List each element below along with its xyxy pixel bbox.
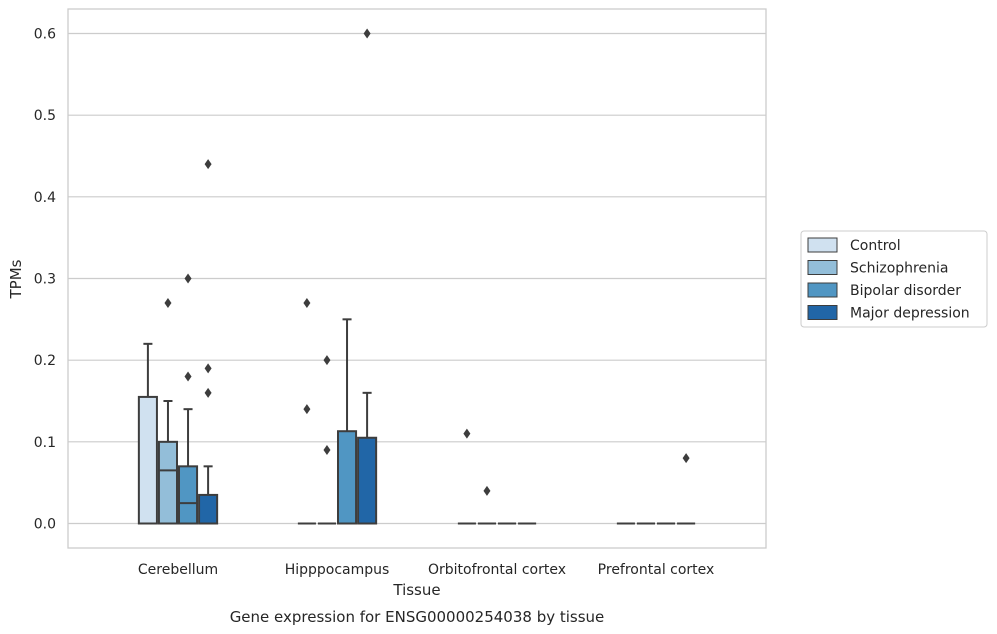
box-major-depression (357, 28, 378, 525)
outlier-point (323, 355, 331, 366)
y-tick-label: 0.1 (34, 435, 56, 451)
box-control (457, 428, 476, 525)
legend-swatch (807, 237, 838, 253)
x-tick-label: Orbitofrontal cortex (428, 562, 566, 578)
legend-label: Bipolar disorder (850, 283, 961, 299)
boxes-layer (137, 28, 696, 525)
chart-title: Gene expression for ENSG00000254038 by t… (230, 608, 605, 626)
outlier-point (483, 485, 491, 496)
outlier-point (682, 453, 690, 464)
outlier-point (303, 404, 311, 415)
legend-frame (800, 230, 988, 328)
box-body (157, 440, 178, 525)
y-tick-label: 0.3 (34, 272, 56, 288)
outlier-point (184, 273, 192, 284)
box-body (137, 395, 158, 525)
box-schizophrenia (157, 298, 178, 525)
box-schizophrenia (477, 485, 496, 525)
box-major-depression (198, 159, 219, 525)
x-tick-label: Hipppocampus (285, 562, 390, 578)
y-tick-label: 0.2 (34, 353, 56, 369)
box-bipolar-disorder (178, 273, 199, 525)
outlier-point (323, 445, 331, 455)
y-tick-label: 0.5 (34, 108, 56, 124)
y-axis-label: TPMs (7, 259, 25, 299)
outlier-point (184, 371, 192, 382)
box-body (198, 493, 219, 525)
y-axis-ticks: 0.0 0.1 0.2 0.3 0.4 0.5 0.6 (34, 27, 56, 533)
legend-swatch (807, 282, 838, 298)
outlier-point (164, 298, 172, 308)
box-bipolar-disorder (337, 318, 358, 525)
y-tick-label: 0.0 (34, 517, 56, 533)
box-schizophrenia (317, 355, 336, 525)
legend-swatch (807, 305, 838, 320)
box-body (178, 465, 199, 525)
outlier-point (204, 363, 212, 374)
x-axis-ticks: Cerebellum Hipppocampus Orbitofrontal cort… (138, 562, 714, 578)
outlier-point (303, 298, 311, 308)
outlier-point (204, 387, 212, 398)
box-control (137, 342, 158, 525)
legend: Control Schizophrenia Bipolar disorder Majo… (800, 230, 988, 328)
y-tick-label: 0.6 (34, 27, 56, 43)
x-axis-label: Tissue (392, 581, 440, 599)
legend-swatch (807, 260, 838, 275)
legend-label: Control (850, 238, 901, 254)
box-major-depression (677, 453, 696, 525)
y-tick-label: 0.4 (34, 190, 56, 206)
legend-label: Schizophrenia (850, 261, 948, 277)
legend-label: Major depression (850, 306, 970, 322)
box-body (337, 430, 358, 525)
box-control (297, 298, 316, 525)
outlier-point (363, 28, 371, 39)
x-tick-label: Cerebellum (138, 562, 218, 578)
box-body (357, 436, 378, 525)
x-tick-label: Prefrontal cortex (598, 562, 715, 578)
outlier-point (463, 428, 471, 439)
outlier-point (204, 159, 212, 170)
